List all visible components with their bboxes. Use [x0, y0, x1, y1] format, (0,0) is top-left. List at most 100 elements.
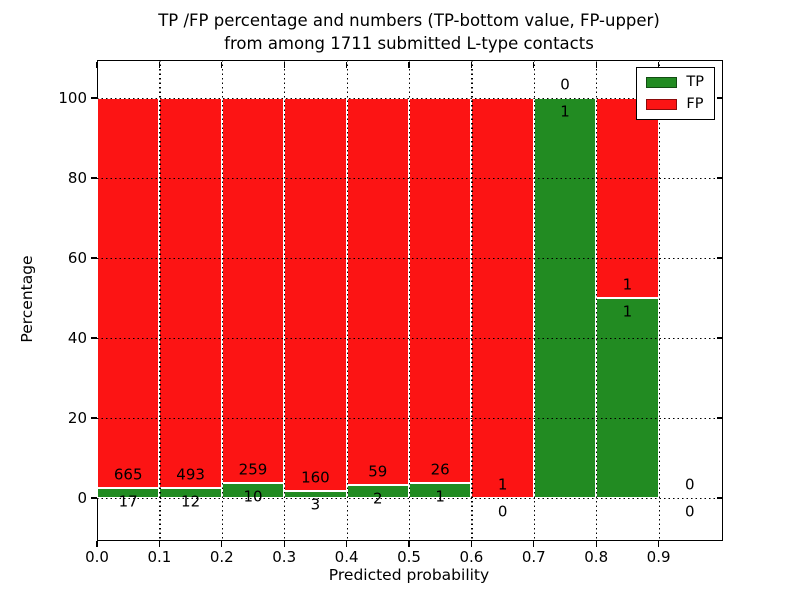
- tp-bar-segment: [533, 98, 597, 498]
- y-tick-mark-right: [716, 97, 723, 99]
- tp-color-swatch: [646, 77, 678, 88]
- fp-bar-segment: [471, 98, 534, 498]
- tp-bar-segment: [97, 488, 160, 498]
- x-tick-label: 0.6: [459, 548, 484, 566]
- x-axis-label: Predicted probability: [328, 566, 490, 584]
- x-tick-mark-top: [533, 61, 535, 68]
- x-tick-mark-top: [657, 61, 660, 68]
- legend-label-fp: FP: [686, 96, 704, 112]
- vertical-gridline: [221, 60, 223, 539]
- vertical-gridline: [596, 60, 598, 539]
- x-tick-mark-top: [470, 61, 473, 68]
- chart-title: TP /FP percentage and numbers (TP-bottom…: [97, 9, 721, 55]
- x-tick-mark: [221, 540, 223, 547]
- y-tick-mark-right: [716, 177, 723, 179]
- fp-count-label: 0: [560, 75, 570, 94]
- x-tick-mark: [533, 540, 535, 547]
- legend: TP FP: [636, 67, 715, 120]
- x-tick-mark-top: [408, 61, 410, 68]
- x-tick-label: 0.0: [85, 548, 109, 566]
- x-tick-label: 0.5: [397, 548, 421, 566]
- x-tick-label: 0.9: [646, 548, 671, 566]
- x-tick-label: 0.1: [147, 548, 172, 566]
- y-tick-mark: [91, 257, 97, 259]
- x-tick-mark-top: [221, 61, 223, 68]
- vertical-gridline: [658, 60, 660, 539]
- vertical-gridline: [159, 60, 161, 539]
- x-tick-mark: [595, 540, 597, 547]
- fp-count-label: 665: [113, 465, 143, 484]
- tp-count-label: 12: [181, 492, 201, 511]
- fp-bar-segment: [346, 98, 409, 485]
- fp-count-label: 1: [622, 275, 633, 294]
- y-tick-mark: [91, 177, 97, 179]
- fp-color-swatch: [646, 99, 678, 110]
- x-tick-label: 0.3: [272, 548, 297, 566]
- fp-bar-segment: [221, 98, 285, 484]
- fp-count-label: 160: [301, 468, 330, 487]
- vertical-gridline: [409, 60, 411, 539]
- x-tick-mark-top: [283, 61, 285, 68]
- y-tick-mark-right: [716, 417, 723, 419]
- x-tick-label: 0.7: [521, 548, 546, 566]
- tp-bar-segment: [596, 298, 659, 498]
- x-tick-mark: [96, 540, 98, 547]
- x-tick-mark: [283, 540, 285, 547]
- fp-bar-segment: [284, 98, 347, 491]
- fp-count-label: 0: [685, 475, 695, 494]
- x-tick-label: 0.8: [584, 548, 609, 566]
- x-tick-mark: [470, 540, 473, 547]
- fp-bar-segment: [97, 98, 160, 489]
- fp-bar-segment: [159, 98, 222, 489]
- tp-count-label: 1: [435, 487, 445, 506]
- y-tick-mark-right: [716, 337, 723, 339]
- x-tick-mark: [408, 540, 410, 547]
- tp-count-label: 0: [685, 502, 695, 521]
- x-tick-mark-top: [595, 61, 597, 68]
- x-tick-label: 0.4: [334, 548, 359, 566]
- chart-title-line2: from among 1711 submitted L-type contact…: [224, 34, 594, 53]
- legend-item-tp: TP: [646, 75, 704, 90]
- legend-item-fp: FP: [646, 97, 704, 112]
- y-tick-label: 40: [67, 329, 87, 347]
- tp-count-label: 10: [243, 487, 263, 506]
- fp-bar-segment: [409, 98, 472, 484]
- y-tick-label: 100: [58, 89, 87, 107]
- fp-count-label: 493: [176, 465, 205, 484]
- vertical-gridline: [284, 60, 286, 539]
- fp-count-label: 26: [430, 460, 450, 479]
- x-tick-mark-top: [345, 61, 348, 68]
- vertical-gridline: [346, 60, 348, 539]
- x-tick-mark: [158, 540, 161, 547]
- y-tick-mark: [91, 337, 97, 339]
- tp-count-label: 0: [497, 502, 508, 521]
- x-tick-mark: [657, 540, 660, 547]
- y-tick-mark: [91, 97, 97, 99]
- y-tick-label: 60: [67, 249, 87, 267]
- tp-count-label: 2: [373, 489, 383, 508]
- y-tick-mark: [91, 417, 97, 419]
- x-tick-mark-top: [96, 61, 98, 68]
- tp-count-label: 3: [310, 495, 321, 514]
- vertical-gridline: [533, 60, 535, 539]
- vertical-gridline: [471, 60, 473, 539]
- tp-count-label: 17: [118, 492, 138, 511]
- fp-count-label: 259: [238, 460, 268, 479]
- tp-count-label: 1: [560, 102, 570, 121]
- y-tick-label: 0: [77, 489, 87, 507]
- tp-count-label: 1: [622, 302, 633, 321]
- x-tick-label: 0.2: [209, 548, 234, 566]
- chart-title-line1: TP /FP percentage and numbers (TP-bottom…: [158, 11, 660, 30]
- y-tick-mark: [91, 497, 97, 499]
- y-tick-label: 20: [67, 409, 87, 427]
- legend-label-tp: TP: [686, 74, 704, 90]
- y-tick-mark-right: [716, 257, 723, 259]
- fp-count-label: 59: [368, 462, 388, 481]
- fp-bar-segment: [596, 98, 659, 298]
- x-tick-mark: [345, 540, 348, 547]
- y-tick-mark-right: [716, 497, 723, 499]
- y-tick-label: 80: [67, 169, 87, 187]
- fp-count-label: 1: [497, 475, 508, 494]
- x-tick-mark-top: [158, 61, 161, 68]
